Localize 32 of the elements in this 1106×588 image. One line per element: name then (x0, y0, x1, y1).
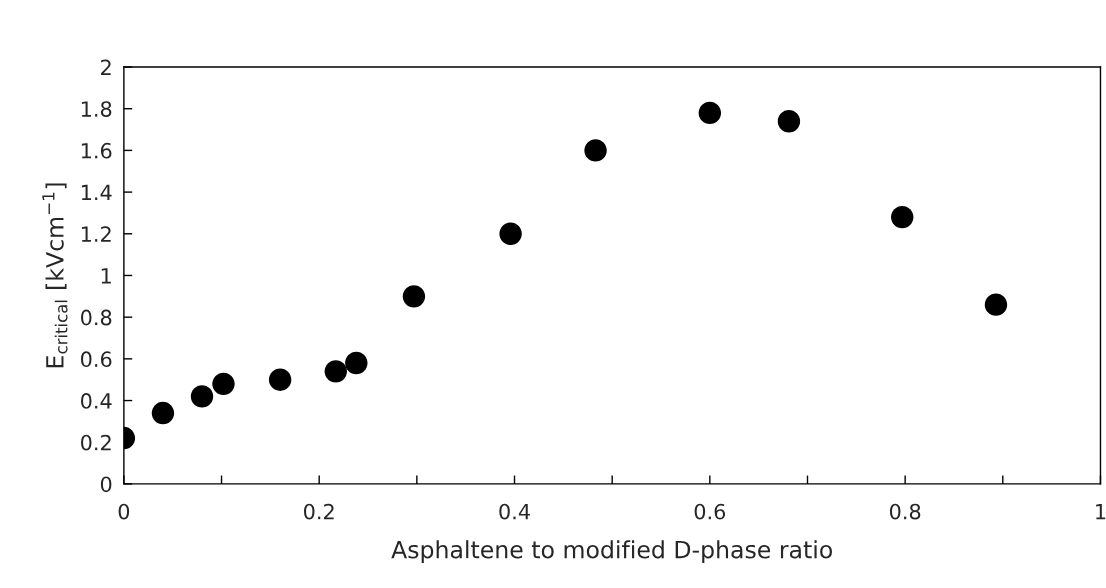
point (777, 110, 801, 133)
y-tick-label: 1.6 (81, 142, 112, 159)
point (345, 351, 368, 375)
x-tick-label: 0.6 (694, 503, 726, 520)
y-tick-label: 0.2 (81, 434, 111, 451)
point (891, 205, 914, 229)
point (584, 139, 607, 162)
y-tick-label: 1.2 (81, 226, 111, 242)
point (190, 385, 214, 408)
y-tick-label: 1.8 (81, 101, 112, 117)
y-tick-label: 0.8 (81, 309, 112, 326)
x-tick-label: 0.4 (499, 503, 530, 520)
y-tick-label: 0.4 (81, 393, 112, 409)
x-axis-title: Asphaltene to modified D-phase ratio (391, 540, 832, 564)
point (698, 101, 722, 125)
x-tick-label: 1 (1096, 504, 1106, 520)
point (212, 372, 235, 396)
y-tick-label: 0 (100, 476, 112, 493)
x-tick-label: 0 (118, 503, 130, 520)
x-tick-label: 0.8 (889, 503, 921, 520)
y-tick-label: 2 (101, 59, 111, 75)
x-tick-label: 0.2 (304, 503, 334, 520)
point (499, 222, 522, 245)
point (151, 401, 175, 425)
y-tick-label: 1 (101, 268, 111, 284)
y-tick-label: 1.4 (81, 184, 112, 201)
point (324, 360, 347, 383)
point (402, 285, 426, 308)
point (984, 293, 1008, 316)
point (268, 368, 292, 391)
y-tick-label: 0.6 (81, 351, 112, 368)
y-axis-title: E$_{critical}$ [kVcm$^{−1}$] (42, 183, 68, 368)
